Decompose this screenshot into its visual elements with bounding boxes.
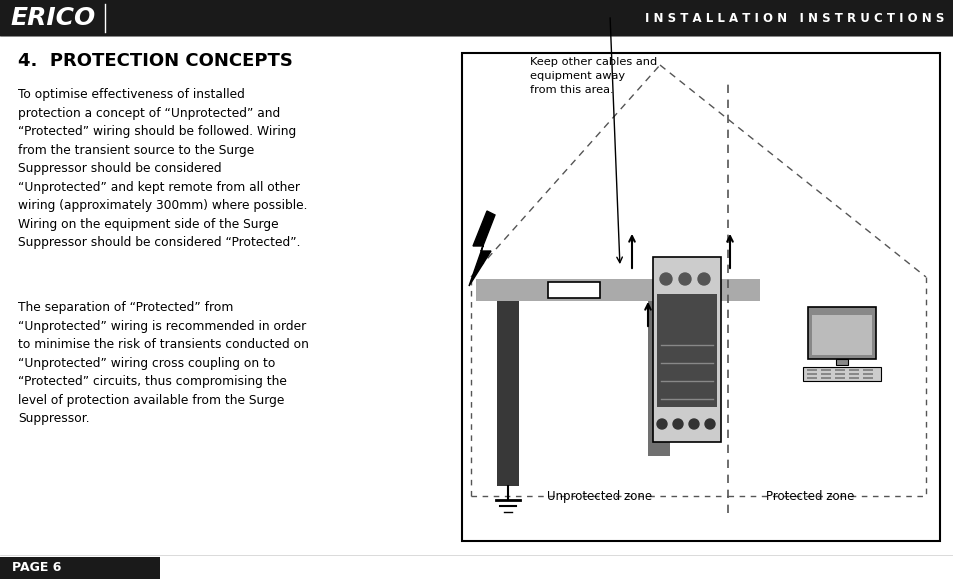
- Circle shape: [688, 419, 699, 429]
- Circle shape: [679, 273, 690, 285]
- Circle shape: [657, 419, 666, 429]
- Bar: [862, 368, 872, 371]
- Text: 4.  PROTECTION CONCEPTS: 4. PROTECTION CONCEPTS: [18, 52, 293, 70]
- Bar: [821, 372, 830, 375]
- Circle shape: [659, 273, 671, 285]
- Circle shape: [704, 419, 714, 429]
- Bar: [835, 359, 847, 365]
- Bar: [807, 307, 875, 359]
- Text: Unprotected zone: Unprotected zone: [547, 490, 652, 503]
- Bar: [848, 376, 858, 379]
- Text: I N S T A L L A T I O N   I N S T R U C T I O N S: I N S T A L L A T I O N I N S T R U C T …: [644, 12, 943, 24]
- Bar: [806, 372, 816, 375]
- Text: PAGE 6: PAGE 6: [12, 562, 61, 574]
- Bar: [848, 372, 858, 375]
- Circle shape: [672, 419, 682, 429]
- Bar: [811, 315, 871, 355]
- Text: Keep other cables and
equipment away
from this area.: Keep other cables and equipment away fro…: [530, 57, 657, 95]
- Bar: [834, 372, 844, 375]
- Bar: [862, 372, 872, 375]
- Bar: [461, 53, 939, 541]
- Bar: [821, 368, 830, 371]
- Bar: [497, 301, 518, 486]
- Bar: [821, 376, 830, 379]
- Bar: [834, 376, 844, 379]
- Bar: [806, 368, 816, 371]
- Bar: [652, 257, 720, 442]
- Bar: [802, 367, 880, 381]
- Bar: [476, 279, 760, 301]
- Bar: [848, 368, 858, 371]
- Bar: [657, 294, 717, 407]
- Bar: [547, 282, 599, 298]
- Circle shape: [698, 273, 709, 285]
- Bar: [0, 557, 160, 579]
- Bar: [647, 301, 669, 456]
- Text: The separation of “Protected” from
“Unprotected” wiring is recommended in order
: The separation of “Protected” from “Unpr…: [18, 301, 309, 425]
- Bar: [834, 368, 844, 371]
- Text: Protected zone: Protected zone: [765, 490, 853, 503]
- Polygon shape: [469, 211, 495, 286]
- Bar: [862, 376, 872, 379]
- Text: To optimise effectiveness of installed
protection a concept of “Unprotected” and: To optimise effectiveness of installed p…: [18, 88, 307, 249]
- Text: ERICO: ERICO: [10, 6, 95, 30]
- Bar: [0, 0, 953, 36]
- Bar: [806, 376, 816, 379]
